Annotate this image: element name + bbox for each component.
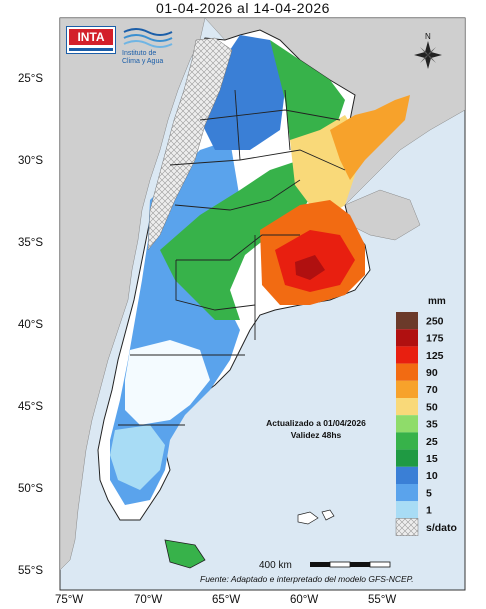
lat-label-30: 30°S: [18, 155, 43, 167]
update-note: Actualizado a 01/04/2026 Validez 48hs: [236, 417, 396, 441]
update-date: Actualizado a 01/04/2026: [266, 418, 366, 428]
legend-label-10: 10: [426, 470, 438, 482]
legend-swatch-70: [396, 380, 418, 398]
legend-swatch-250: [396, 312, 418, 330]
lon-label-55: 55°W: [368, 594, 396, 606]
update-validity: Validez 48hs: [290, 430, 342, 440]
legend-label-s-dato: s/dato: [426, 522, 457, 534]
scale-label: 400 km: [259, 560, 292, 571]
legend-swatch-15: [396, 449, 418, 467]
legend-label-5: 5: [426, 487, 432, 499]
lat-label-55: 55°S: [18, 565, 43, 577]
precip-zone-white-patagonia: [125, 340, 210, 425]
lon-label-60: 60°W: [290, 594, 318, 606]
legend-label-125: 125: [426, 350, 444, 362]
source-note: Fuente: Adaptado e interpretado del mode…: [200, 574, 414, 584]
compass-north-label: N: [425, 32, 431, 41]
legend-label-25: 25: [426, 436, 438, 448]
legend-unit: mm: [428, 296, 446, 307]
legend-label-250: 250: [426, 315, 444, 327]
legend-swatch-5: [396, 484, 418, 502]
legend-swatch-125: [396, 346, 418, 364]
legend-label-15: 15: [426, 453, 438, 465]
no-data-area: [147, 37, 233, 251]
neighbor-land-west: [60, 18, 206, 571]
tierra-del-fuego: [164, 539, 206, 569]
precip-zone-lightblue-patagonia: [110, 425, 165, 490]
legend-label-70: 70: [426, 384, 438, 396]
legend-label-1: 1: [426, 505, 432, 517]
lon-label-75: 75°W: [55, 594, 83, 606]
ica-logo-text: Instituto de Clima y Agua: [122, 50, 164, 65]
lat-label-25: 25°S: [18, 73, 43, 85]
legend-swatch-175: [396, 329, 418, 347]
legend-label-50: 50: [426, 401, 438, 413]
lat-label-35: 35°S: [18, 237, 43, 249]
legend-swatch-25: [396, 432, 418, 450]
lat-label-50: 50°S: [18, 483, 43, 495]
scale-bar: [310, 561, 391, 568]
legend-swatch-90: [396, 363, 418, 381]
lon-label-70: 70°W: [134, 594, 162, 606]
precip-zone-green-belt: [160, 160, 320, 320]
precip-zone-blue-north: [200, 35, 285, 150]
inta-logo: INTA: [66, 26, 116, 54]
precip-zone-darkred-spot: [295, 255, 325, 280]
legend-swatch-35: [396, 415, 418, 433]
inta-logo-text: INTA: [69, 29, 113, 45]
legend-swatch-s-dato: [395, 518, 419, 536]
legend-label-90: 90: [426, 367, 438, 379]
lon-label-65: 65°W: [212, 594, 240, 606]
precip-zone-green-north: [270, 40, 345, 150]
legend-swatch-10: [396, 466, 418, 484]
malvinas-islands: [297, 509, 335, 525]
legend-swatch-50: [396, 398, 418, 416]
instituto-clima-agua-logo: [123, 28, 173, 48]
legend-label-175: 175: [426, 333, 444, 345]
province-boundaries: [118, 89, 346, 426]
precip-zone-orange-east: [330, 95, 410, 180]
compass-rose-icon: N: [414, 32, 442, 69]
lat-label-40: 40°S: [18, 319, 43, 331]
lat-label-45: 45°S: [18, 401, 43, 413]
legend-swatch-1: [396, 501, 418, 519]
legend-colorbar: 250 175 125 90 70 50 35 25 15 10 5 1 s/dato: [395, 312, 457, 536]
legend-label-35: 35: [426, 419, 438, 431]
map-title: 01-04-2026 al 14-04-2026: [156, 0, 330, 16]
